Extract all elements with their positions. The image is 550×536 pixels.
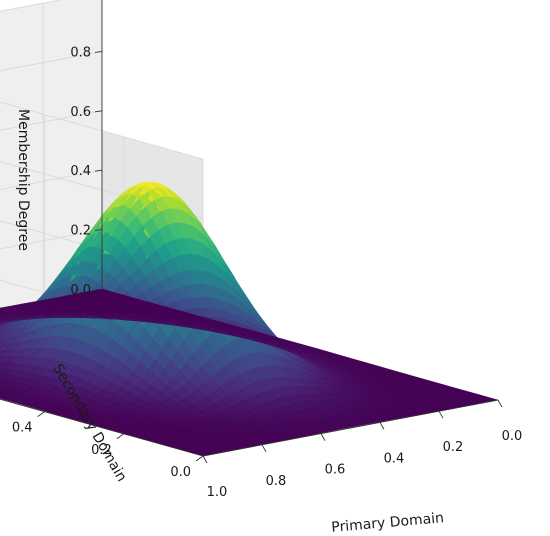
x-axis-label: Primary Domain [331,510,445,536]
x-tick-label: 0.8 [266,474,287,489]
z-tick-mark [94,288,103,291]
tick-labels: 0.0 0.2 0.4 0.6 0.8 1.0 0.0 0.2 0.4 0.6 0.8 1.0 0.0 0… [12,0,523,500]
x-tick-mark [202,455,208,464]
gridline [0,101,204,160]
z-tick-label: 0.4 [70,164,91,179]
y-tick-label: 0.0 [170,465,191,480]
y-tick-mark [195,455,204,462]
axes [0,0,503,464]
z-axis-label: Membership Degree [15,109,31,251]
z-tick-label: 1.0 [70,0,91,1]
x-tick-mark [320,433,326,441]
z-tick-label: 0.0 [70,283,91,298]
z-tick-mark [94,110,103,113]
back-wall-pane [0,0,102,309]
z-tick-mark [94,169,103,172]
surface-plot [0,181,499,457]
gridline [0,110,103,131]
y-axis-line [0,398,204,457]
gridline [0,229,103,250]
z-tick-label: 0.8 [70,45,91,60]
x-tick-label: 1.0 [207,485,228,500]
x-tick-mark [379,422,385,430]
z-tick-mark [94,229,103,232]
x-axis-line [202,399,499,457]
x-tick-label: 0.0 [502,429,523,444]
gridline [0,169,103,191]
gridline [0,0,63,12]
z-tick-label: 0.6 [70,105,91,120]
x-tick-mark [438,410,444,419]
z-tick-mark [94,50,103,53]
x-tick-label: 0.4 [384,451,405,466]
y-tick-label: 0.4 [12,421,33,436]
x-tick-label: 0.6 [325,463,346,478]
y-tick-mark [37,411,45,417]
x-tick-label: 0.2 [443,440,464,455]
surface-facet [0,355,3,358]
y-tick-label: 0.2 [91,443,112,458]
gridline [0,50,103,72]
z-tick-label: 0.2 [70,224,91,239]
x-tick-mark [261,444,267,453]
y-tick-mark [116,433,125,440]
x-tick-mark [497,399,503,408]
